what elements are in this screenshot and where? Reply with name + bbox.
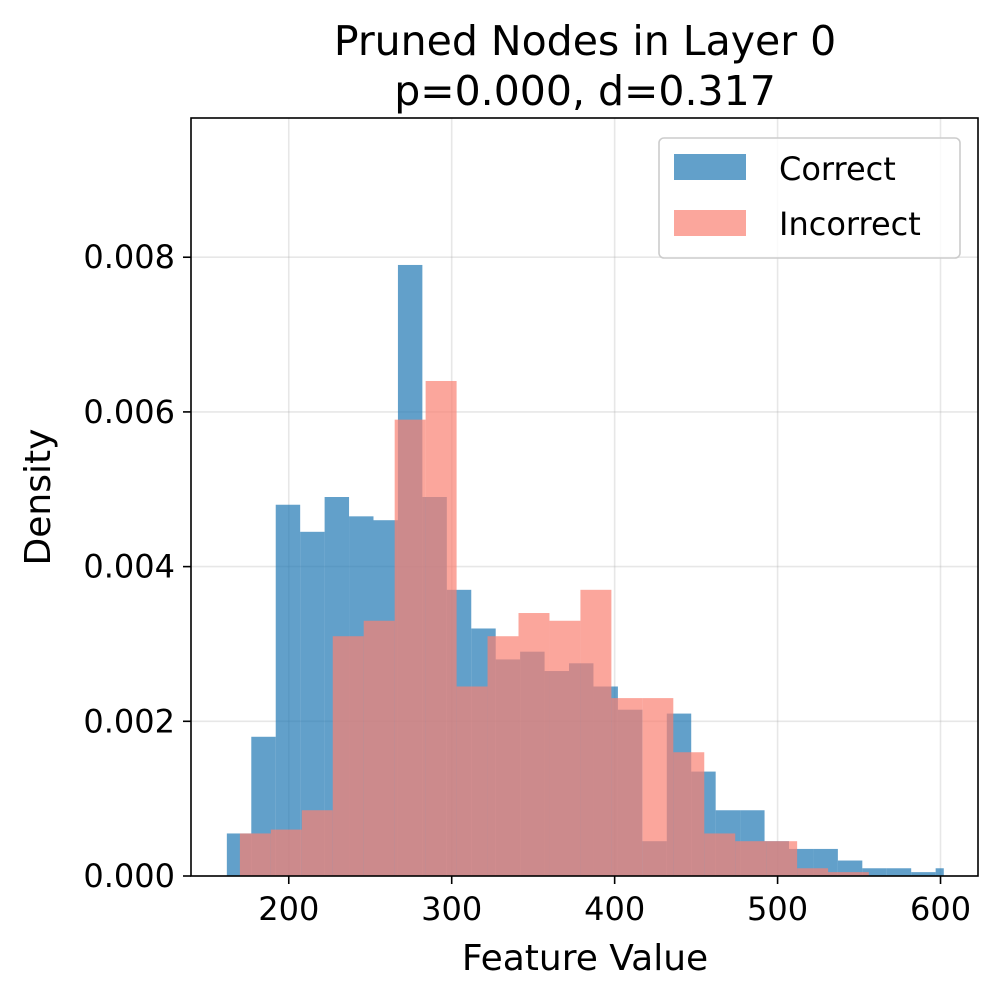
bar-incorrect (518, 613, 550, 876)
x-tick-label: 300 (421, 890, 482, 928)
bar-incorrect (828, 872, 860, 876)
bar-correct (275, 504, 301, 876)
bar-incorrect (363, 620, 395, 876)
axis-ticks: 200 300 400 500 600 0.000 0.002 0.004 0.006 0.008 (83, 238, 971, 928)
bar-incorrect (673, 752, 705, 876)
y-tick-label: 0.000 (83, 857, 175, 895)
x-axis-label: Feature Value (462, 938, 708, 979)
bar-incorrect (332, 636, 364, 876)
y-tick-label: 0.004 (83, 548, 175, 586)
bar-incorrect (456, 686, 488, 876)
bar-incorrect (704, 833, 736, 876)
bar-correct (935, 868, 944, 876)
x-tick-label: 600 (910, 890, 971, 928)
bar-correct (862, 868, 887, 876)
legend-label-correct: Correct (779, 150, 896, 188)
legend-swatch-incorrect (674, 210, 746, 236)
bar-incorrect (549, 620, 581, 876)
bar-incorrect (425, 380, 457, 876)
bar-incorrect (766, 841, 798, 876)
x-tick-label: 500 (747, 890, 808, 928)
bar-correct (911, 872, 936, 876)
y-tick-label: 0.008 (83, 238, 175, 276)
legend: Correct Incorrect (658, 137, 961, 259)
y-tick-label: 0.002 (83, 702, 175, 740)
plot-frame (190, 117, 979, 877)
bar-incorrect (487, 636, 519, 876)
bar-correct (886, 868, 912, 876)
bar-incorrect (301, 810, 333, 876)
bar-incorrect (797, 868, 829, 876)
y-tick-label: 0.006 (83, 393, 175, 431)
bar-incorrect (394, 419, 426, 876)
bar-incorrect (239, 833, 271, 876)
bar-incorrect (270, 829, 302, 876)
chart-subtitle: p=0.000, d=0.317 (394, 67, 776, 115)
histogram-bars (226, 264, 944, 876)
y-axis-label: Density (18, 429, 59, 566)
series-incorrect-bars (239, 380, 869, 876)
legend-label-incorrect: Incorrect (779, 205, 921, 243)
bar-incorrect (859, 872, 869, 876)
bar-incorrect (735, 841, 767, 876)
bar-incorrect (580, 589, 612, 876)
legend-swatch-correct (674, 154, 746, 180)
x-tick-label: 400 (584, 890, 645, 928)
chart-title: Pruned Nodes in Layer 0 (334, 17, 836, 65)
bar-incorrect (642, 698, 674, 876)
x-tick-label: 200 (258, 890, 319, 928)
bar-incorrect (611, 698, 643, 876)
